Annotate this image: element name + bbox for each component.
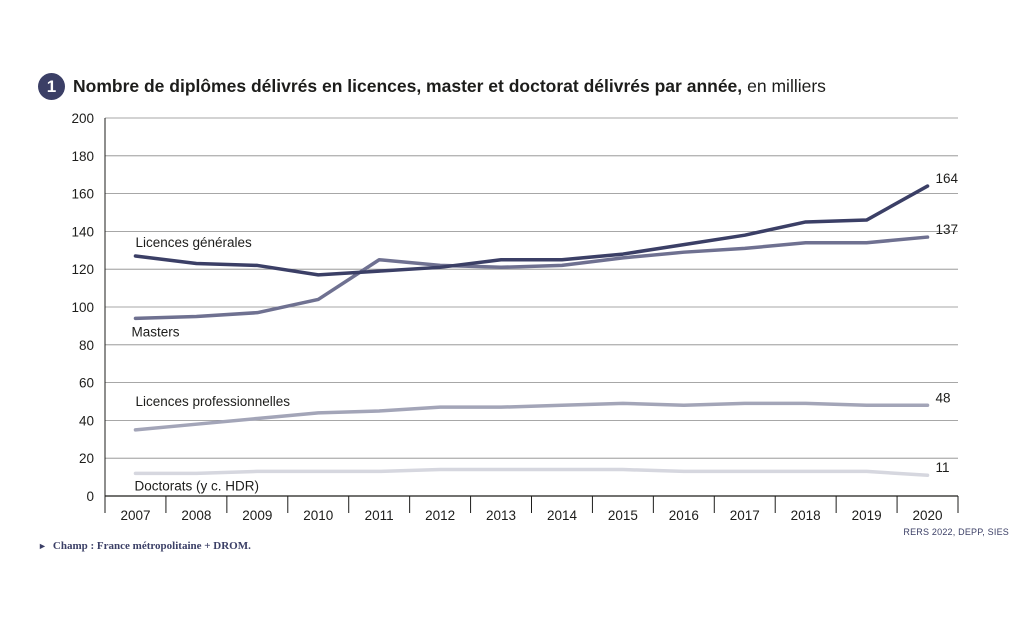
y-tick-label: 100 <box>71 300 94 315</box>
x-tick-label: 2007 <box>120 508 150 523</box>
y-tick-label: 120 <box>71 262 94 277</box>
x-tick-label: 2012 <box>425 508 455 523</box>
end-value-label: 164 <box>936 171 959 186</box>
x-tick-label: 2016 <box>669 508 699 523</box>
series-line-licences-g-n-rales <box>133 184 930 277</box>
end-value-label: 48 <box>936 390 951 405</box>
x-tick-label: 2018 <box>791 508 821 523</box>
y-tick-label: 140 <box>71 224 94 239</box>
y-tick-label: 160 <box>71 187 94 202</box>
y-tick-label: 20 <box>79 451 94 466</box>
series-name-label: Masters <box>131 324 179 339</box>
x-tick-label: 2011 <box>365 508 394 523</box>
footnote: ► Champ : France métropolitaine + DROM. <box>38 540 251 552</box>
x-tick-label: 2008 <box>181 508 211 523</box>
x-tick-label: 2015 <box>608 508 638 523</box>
chart-title-main: Nombre de diplômes délivrés en licences,… <box>73 76 743 96</box>
x-tick-label: 2009 <box>242 508 272 523</box>
chart-title: 1 Nombre de diplômes délivrés en licence… <box>38 73 826 100</box>
series-name-label: Licences professionnelles <box>135 394 290 409</box>
y-tick-label: 80 <box>79 338 94 353</box>
x-tick-label: 2017 <box>730 508 760 523</box>
series-name-label: Licences générales <box>135 235 252 250</box>
figure-number-badge: 1 <box>38 73 65 100</box>
footnote-text: Champ : France métropolitaine + DROM. <box>52 540 251 552</box>
end-value-label: 137 <box>936 222 959 237</box>
series-line-doctorats-y-c-hdr- <box>133 467 930 477</box>
y-tick-label: 180 <box>71 149 94 164</box>
footnote-arrow-icon: ► <box>38 541 47 551</box>
series-line-licences-professionnelles <box>133 401 930 432</box>
x-tick-label: 2019 <box>852 508 882 523</box>
y-tick-label: 200 <box>71 111 94 126</box>
end-value-label: 11 <box>936 460 950 475</box>
chart-title-unit: en milliers <box>747 76 826 96</box>
series-name-label: Doctorats (y c. HDR) <box>134 478 259 493</box>
y-tick-label: 60 <box>79 376 94 391</box>
x-tick-label: 2020 <box>913 508 943 523</box>
x-tick-label: 2013 <box>486 508 516 523</box>
source-note: RERS 2022, DEPP, SIES <box>903 527 1009 537</box>
x-tick-label: 2014 <box>547 508 578 523</box>
series-line-masters <box>133 235 930 321</box>
y-tick-label: 0 <box>86 489 94 504</box>
x-tick-label: 2010 <box>303 508 333 523</box>
y-tick-label: 40 <box>79 413 94 428</box>
